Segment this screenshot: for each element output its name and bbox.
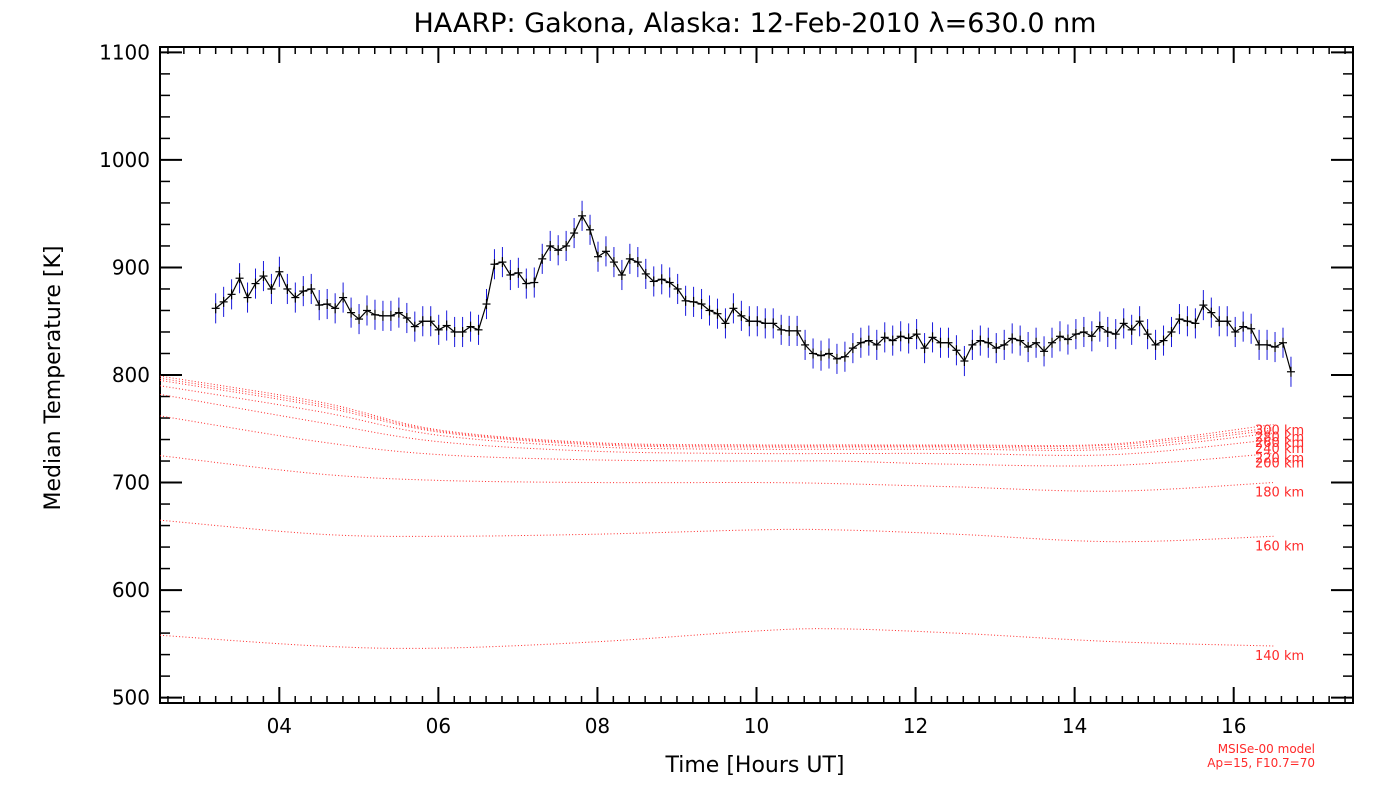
model-name-note: MSISe-00 model <box>1218 742 1315 756</box>
model-curve-label: 280 km <box>1255 431 1304 446</box>
chart-title: HAARP: Gakona, Alaska: 12-Feb-2010 λ=630… <box>413 8 1096 39</box>
model-curve-label: 140 km <box>1255 649 1304 664</box>
measured-temperature-line <box>215 214 1292 372</box>
y-tick-label: 600 <box>112 578 150 602</box>
plot-frame <box>159 46 1354 704</box>
model-curve-220-km <box>159 393 1274 456</box>
model-curve-label: 220 km <box>1255 452 1304 467</box>
model-curve-label: 200 km <box>1255 457 1304 472</box>
error-bars <box>215 200 1292 387</box>
y-tick-label: 800 <box>112 363 150 387</box>
model-curve-label: 180 km <box>1255 486 1304 501</box>
model-curve-label: 300 km <box>1255 423 1304 438</box>
x-tick-label: 16 <box>1221 714 1246 738</box>
x-tick-label: 08 <box>585 714 610 738</box>
x-tick-label: 14 <box>1062 714 1087 738</box>
y-tick-label: 700 <box>112 471 150 495</box>
model-curve-280-km <box>159 377 1274 448</box>
y-axis-ticks: 500 600 700 800 900 1000 1100 <box>99 40 1353 710</box>
model-curve-label: 240 km <box>1255 442 1304 457</box>
x-axis-label: Time [Hours UT] <box>665 753 845 778</box>
y-tick-label: 1000 <box>99 148 150 172</box>
model-curve-160-km <box>159 519 1274 543</box>
y-axis-label: Median Temperature [K] <box>41 246 66 511</box>
y-tick-label: 900 <box>112 255 150 279</box>
model-curve-240-km <box>159 385 1274 451</box>
measured-points <box>211 210 1295 377</box>
plot-border <box>159 46 1354 704</box>
model-curve-200-km <box>159 415 1274 467</box>
model-curve-label: 260 km <box>1255 436 1304 451</box>
y-tick-label: 500 <box>112 686 150 710</box>
x-tick-label: 12 <box>903 714 928 738</box>
x-axis-ticks: 04 06 08 10 12 14 16 <box>167 47 1346 738</box>
model-curve-label: 160 km <box>1255 539 1304 554</box>
model-curve-180-km <box>159 455 1274 492</box>
model-curve-140-km <box>159 628 1274 649</box>
x-tick-label: 10 <box>744 714 769 738</box>
model-curves <box>159 375 1274 649</box>
x-tick-label: 06 <box>426 714 451 738</box>
y-tick-label: 1100 <box>99 40 150 64</box>
model-parameters-note: Ap=15, F10.7=70 <box>1207 756 1315 770</box>
x-tick-label: 04 <box>267 714 292 738</box>
model-curve-300-km <box>159 375 1274 447</box>
model-curve-260-km <box>159 379 1274 449</box>
